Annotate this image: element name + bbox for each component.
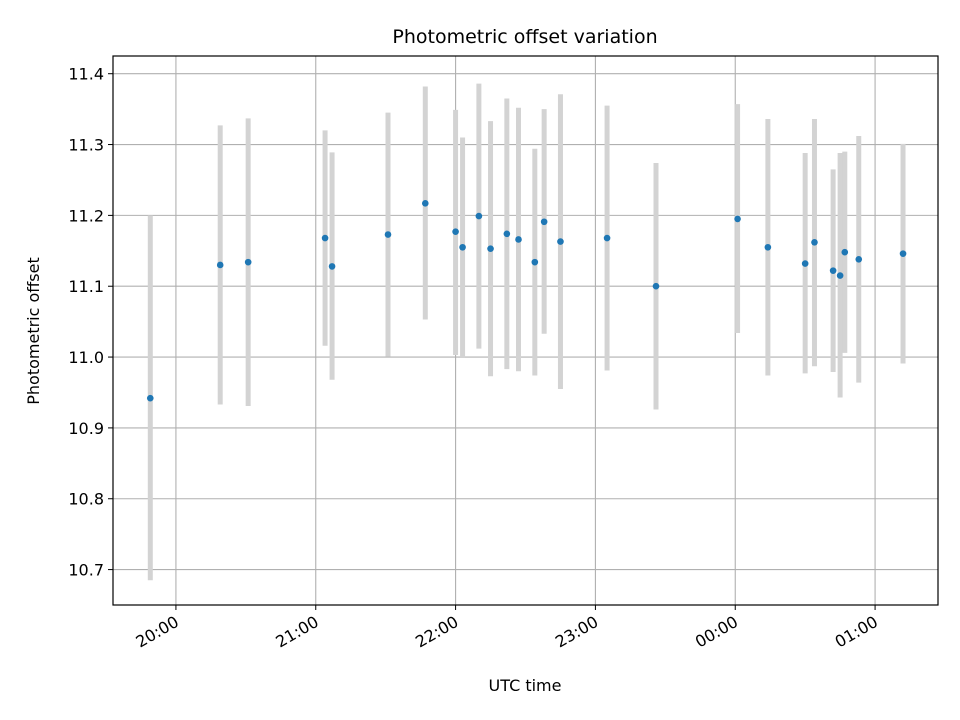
data-point bbox=[652, 282, 660, 290]
data-point bbox=[146, 394, 154, 402]
data-point bbox=[764, 243, 772, 251]
data-points bbox=[146, 200, 907, 402]
data-point bbox=[829, 267, 837, 274]
y-tick-label: 11.4 bbox=[68, 65, 104, 84]
y-tick-label: 11.3 bbox=[68, 136, 104, 155]
y-tick-label: 11.2 bbox=[68, 206, 104, 225]
data-point bbox=[515, 236, 522, 243]
data-point bbox=[475, 212, 483, 220]
data-point bbox=[557, 238, 564, 245]
data-point bbox=[244, 258, 252, 266]
data-point bbox=[321, 234, 329, 242]
data-point bbox=[459, 243, 466, 251]
data-point bbox=[384, 231, 392, 238]
data-point bbox=[603, 234, 611, 242]
data-point bbox=[899, 250, 907, 257]
plot-area-frame bbox=[112, 55, 939, 606]
data-point bbox=[836, 272, 844, 279]
y-tick-label: 10.9 bbox=[68, 419, 104, 438]
data-point bbox=[487, 245, 494, 252]
data-point bbox=[531, 258, 539, 266]
data-point bbox=[801, 260, 809, 267]
data-point bbox=[841, 248, 849, 256]
data-point bbox=[421, 200, 429, 207]
data-point bbox=[216, 261, 224, 269]
y-tick-label: 10.8 bbox=[68, 490, 104, 509]
data-point bbox=[503, 230, 511, 238]
data-point bbox=[452, 228, 459, 235]
data-point bbox=[328, 263, 336, 270]
y-axis-title: Photometric offset bbox=[24, 257, 43, 405]
chart-title: Photometric offset variation bbox=[392, 26, 657, 48]
data-point bbox=[855, 256, 863, 263]
data-point bbox=[540, 218, 548, 226]
data-point bbox=[734, 215, 741, 223]
data-point bbox=[811, 239, 818, 246]
y-tick-label: 11.0 bbox=[68, 348, 104, 367]
x-axis-title: UTC time bbox=[489, 676, 562, 695]
y-axis-ticks: 10.7 10.8 10.9 11.0 11.1 11.2 11.3 11.4 bbox=[68, 65, 113, 580]
y-tick-label: 11.1 bbox=[68, 277, 104, 296]
y-tick-label: 10.7 bbox=[68, 561, 104, 580]
